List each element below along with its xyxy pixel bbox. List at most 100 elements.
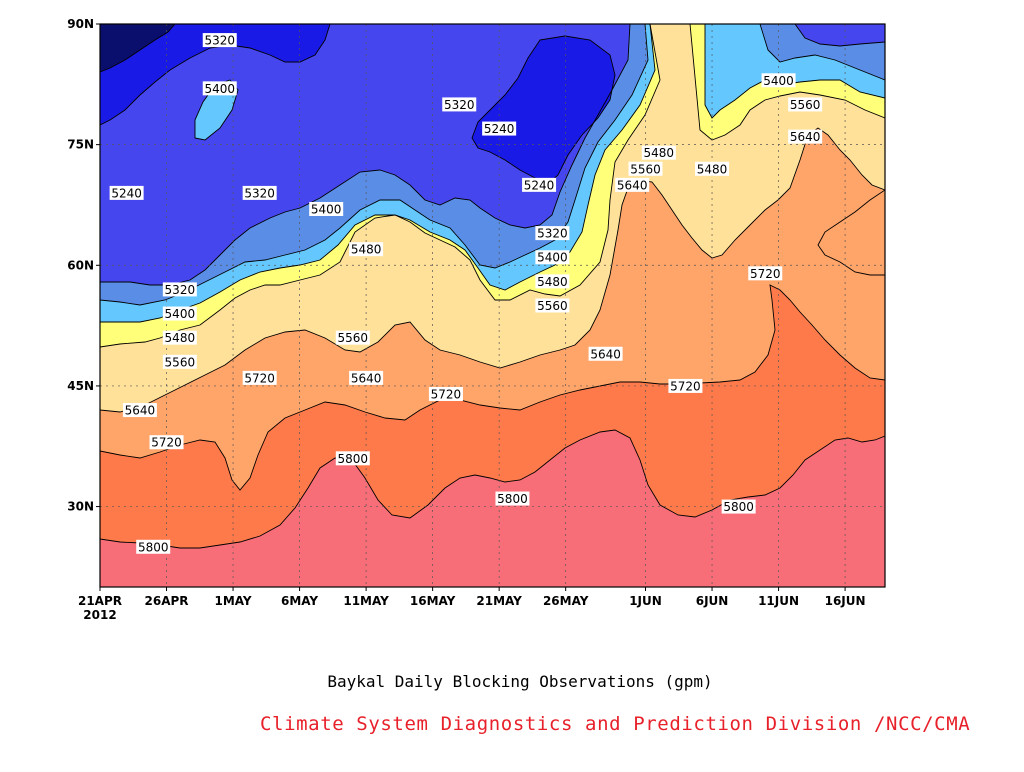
chart-title: Baykal Daily Blocking Observations (gpm) xyxy=(327,672,713,691)
x-tick-label: 21MAY xyxy=(476,594,522,608)
contour-label-bg xyxy=(335,451,370,466)
contour-label: 5240 xyxy=(109,185,144,200)
contour-fill-layer xyxy=(100,24,885,587)
contour-label-bg xyxy=(109,185,144,200)
contour-label-text: 5800 xyxy=(723,500,754,514)
x-tick-label: 6MAY xyxy=(281,594,318,608)
x-tick-label: 1MAY xyxy=(214,594,251,608)
contour-label-text: 5720 xyxy=(244,371,275,385)
contour-label: 5320 xyxy=(162,282,197,297)
contour-label: 5640 xyxy=(788,129,823,144)
contour-line xyxy=(100,24,649,306)
contour-label-bg xyxy=(349,370,384,385)
contour-label: 5400 xyxy=(309,201,344,216)
contour-label: 5720 xyxy=(428,386,463,401)
contour-label: 5480 xyxy=(535,274,570,289)
contour-label: 5320 xyxy=(242,185,277,200)
contour-label-bg xyxy=(535,226,570,241)
band-5240-5320-mid xyxy=(472,36,615,182)
band-above-5800 xyxy=(100,430,885,587)
contour-label-bg xyxy=(202,33,237,48)
x-tick-label: 16JUN xyxy=(825,594,866,608)
contour-label-text: 5720 xyxy=(670,379,701,393)
contour-line xyxy=(817,189,885,276)
contour-line xyxy=(100,24,176,73)
contour-label-bg xyxy=(442,97,477,112)
contour-labels: 5320 5400 5240 5320 5320 5240 5240 5400 5320 5400… xyxy=(109,33,823,554)
contour-label-bg xyxy=(695,161,730,176)
contour-label: 5640 xyxy=(122,403,157,418)
x-tick-label: 26APR xyxy=(145,594,189,608)
contour-line xyxy=(759,24,885,81)
contour-label-text: 5640 xyxy=(790,130,821,144)
contour-label-bg xyxy=(522,177,557,192)
band-below-5240 xyxy=(100,24,175,72)
contour-label: 5480 xyxy=(162,330,197,345)
contour-label-text: 5400 xyxy=(763,74,794,88)
contour-label-bg xyxy=(628,161,663,176)
contour-label-text: 5640 xyxy=(590,347,621,361)
contour-label-bg xyxy=(668,378,703,393)
band-5240-5320 xyxy=(100,24,330,125)
contour-label: 5640 xyxy=(588,346,623,361)
contour-label: 5320 xyxy=(442,97,477,112)
contour-line xyxy=(100,24,656,323)
contour-label-text: 5240 xyxy=(484,122,515,136)
contour-label-bg xyxy=(242,370,277,385)
contour-label-text: 5320 xyxy=(204,34,235,48)
contour-label: 5640 xyxy=(615,177,650,192)
contour-label-bg xyxy=(761,73,796,88)
contour-label-text: 5400 xyxy=(204,82,235,96)
x-tick-label: 11JUN xyxy=(758,594,799,608)
contour-label-text: 5400 xyxy=(165,307,196,321)
contour-label-text: 5640 xyxy=(617,178,648,192)
x-tick-label: 6JUN xyxy=(696,594,729,608)
contour-label: 5720 xyxy=(668,378,703,393)
contour-line xyxy=(100,24,631,286)
contour-label-bg xyxy=(349,242,384,257)
contour-label: 5400 xyxy=(162,306,197,321)
contour-label-bg xyxy=(482,121,517,136)
contour-label: 5800 xyxy=(136,539,171,554)
x-year-label: 2012 xyxy=(83,608,116,622)
x-axis: 21APR 26APR 1MAY 6MAY 11MAY 16MAY 21MAY 26MAY 1J… xyxy=(78,594,866,622)
contour-label: 5560 xyxy=(628,161,663,176)
contour-label-bg xyxy=(162,282,197,297)
contour-label-text: 5720 xyxy=(431,387,462,401)
contour-label-text: 5400 xyxy=(311,202,342,216)
contour-label-bg xyxy=(428,386,463,401)
x-tick-label: 1JUN xyxy=(629,594,662,608)
contour-label-bg xyxy=(162,354,197,369)
x-tick-label: 21APR xyxy=(78,594,122,608)
contour-label-text: 5480 xyxy=(537,275,568,289)
contour-label-text: 5320 xyxy=(444,98,475,112)
contour-label-text: 5320 xyxy=(244,186,275,200)
contour-label: 5560 xyxy=(162,354,197,369)
contour-label-text: 5800 xyxy=(138,540,169,554)
contour-label: 5400 xyxy=(202,81,237,96)
contour-label-text: 5560 xyxy=(165,355,196,369)
plot-frame xyxy=(99,23,886,588)
contour-label-text: 5560 xyxy=(790,98,821,112)
contour-label-bg xyxy=(535,274,570,289)
y-tick-label: 45N xyxy=(67,379,94,393)
contour-label-text: 5480 xyxy=(351,243,382,257)
x-tick-label: 26MAY xyxy=(543,594,589,608)
contour-line xyxy=(100,127,885,413)
contour-label-bg xyxy=(495,491,530,506)
contour-label: 5560 xyxy=(335,330,370,345)
contour-label: 5560 xyxy=(788,97,823,112)
contour-label-bg xyxy=(615,177,650,192)
contour-label-bg xyxy=(721,499,756,514)
y-tick-label: 75N xyxy=(67,138,94,152)
axis-ticks xyxy=(96,23,846,591)
contour-label-bg xyxy=(202,81,237,96)
contour-label: 5320 xyxy=(535,226,570,241)
contour-label: 5480 xyxy=(641,145,676,160)
contour-label: 5480 xyxy=(349,242,384,257)
contour-label-bg xyxy=(122,403,157,418)
contour-label: 5800 xyxy=(495,491,530,506)
contour-label-text: 5800 xyxy=(497,492,528,506)
contour-label-text: 5560 xyxy=(338,331,369,345)
